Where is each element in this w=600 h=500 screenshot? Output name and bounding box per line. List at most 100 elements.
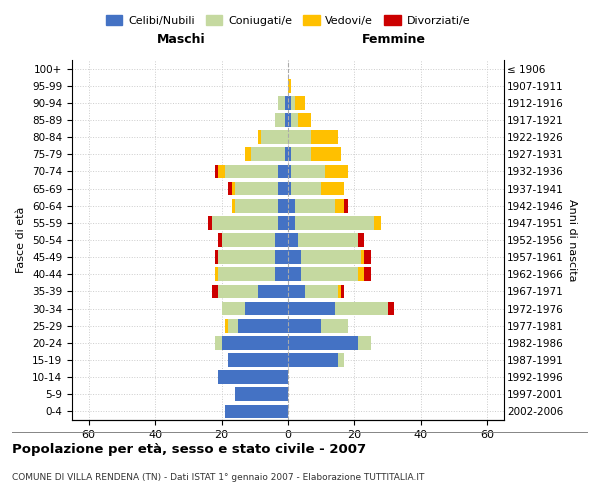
Bar	[344, 199, 348, 212]
Bar	[288, 199, 295, 212]
Bar	[325, 164, 348, 178]
Bar	[295, 199, 335, 212]
Bar	[292, 164, 325, 178]
Bar	[288, 268, 301, 281]
Bar	[288, 182, 292, 196]
Bar	[228, 353, 288, 367]
Bar	[288, 353, 338, 367]
Bar	[358, 268, 364, 281]
Bar	[288, 233, 298, 247]
Bar	[218, 164, 225, 178]
Bar	[358, 336, 371, 349]
Bar	[235, 182, 278, 196]
Bar	[218, 233, 221, 247]
Bar	[288, 96, 292, 110]
Bar	[295, 216, 374, 230]
Bar	[288, 319, 321, 332]
Legend: Celibi/Nubili, Coniugati/e, Vedovi/e, Divorziati/e: Celibi/Nubili, Coniugati/e, Vedovi/e, Di…	[101, 10, 475, 30]
Bar	[278, 199, 288, 212]
Bar	[311, 130, 338, 144]
Bar	[358, 233, 364, 247]
Bar	[284, 113, 288, 127]
Bar	[235, 388, 288, 401]
Bar	[374, 216, 381, 230]
Bar	[262, 130, 288, 144]
Bar	[251, 148, 284, 161]
Bar	[288, 164, 292, 178]
Bar	[288, 113, 292, 127]
Text: Maschi: Maschi	[157, 34, 206, 46]
Bar	[218, 284, 258, 298]
Bar	[341, 284, 344, 298]
Bar	[215, 336, 221, 349]
Bar	[221, 233, 275, 247]
Bar	[215, 164, 218, 178]
Bar	[335, 199, 344, 212]
Bar	[212, 284, 218, 298]
Bar	[288, 302, 335, 316]
Bar	[225, 164, 278, 178]
Bar	[278, 164, 288, 178]
Bar	[275, 268, 288, 281]
Bar	[258, 130, 262, 144]
Bar	[388, 302, 394, 316]
Bar	[298, 233, 358, 247]
Bar	[225, 404, 288, 418]
Bar	[275, 233, 288, 247]
Bar	[288, 284, 305, 298]
Bar	[232, 182, 235, 196]
Bar	[288, 130, 311, 144]
Bar	[292, 113, 298, 127]
Bar	[258, 284, 288, 298]
Bar	[288, 336, 358, 349]
Y-axis label: Anni di nascita: Anni di nascita	[568, 198, 577, 281]
Bar	[288, 148, 292, 161]
Bar	[321, 319, 348, 332]
Bar	[292, 148, 311, 161]
Bar	[364, 250, 371, 264]
Bar	[212, 216, 278, 230]
Bar	[208, 216, 212, 230]
Bar	[221, 302, 245, 316]
Bar	[215, 250, 218, 264]
Bar	[301, 268, 358, 281]
Bar	[284, 96, 288, 110]
Bar	[301, 250, 361, 264]
Bar	[292, 182, 321, 196]
Bar	[232, 199, 235, 212]
Bar	[338, 284, 341, 298]
Bar	[278, 216, 288, 230]
Bar	[218, 370, 288, 384]
Text: Popolazione per età, sesso e stato civile - 2007: Popolazione per età, sesso e stato civil…	[12, 442, 366, 456]
Bar	[288, 250, 301, 264]
Bar	[275, 250, 288, 264]
Bar	[311, 148, 341, 161]
Bar	[278, 182, 288, 196]
Bar	[228, 182, 232, 196]
Bar	[335, 302, 388, 316]
Bar	[364, 268, 371, 281]
Bar	[235, 199, 278, 212]
Bar	[298, 113, 311, 127]
Bar	[295, 96, 305, 110]
Bar	[288, 79, 292, 92]
Bar	[221, 336, 288, 349]
Text: Femmine: Femmine	[362, 34, 427, 46]
Bar	[225, 319, 228, 332]
Bar	[338, 353, 344, 367]
Bar	[245, 148, 251, 161]
Bar	[305, 284, 338, 298]
Bar	[238, 319, 288, 332]
Bar	[245, 302, 288, 316]
Bar	[215, 268, 218, 281]
Text: COMUNE DI VILLA RENDENA (TN) - Dati ISTAT 1° gennaio 2007 - Elaborazione TUTTITA: COMUNE DI VILLA RENDENA (TN) - Dati ISTA…	[12, 472, 424, 482]
Bar	[361, 250, 364, 264]
Bar	[218, 268, 275, 281]
Bar	[275, 113, 284, 127]
Bar	[218, 250, 275, 264]
Bar	[278, 96, 284, 110]
Bar	[288, 216, 295, 230]
Bar	[228, 319, 238, 332]
Bar	[284, 148, 288, 161]
Bar	[292, 96, 295, 110]
